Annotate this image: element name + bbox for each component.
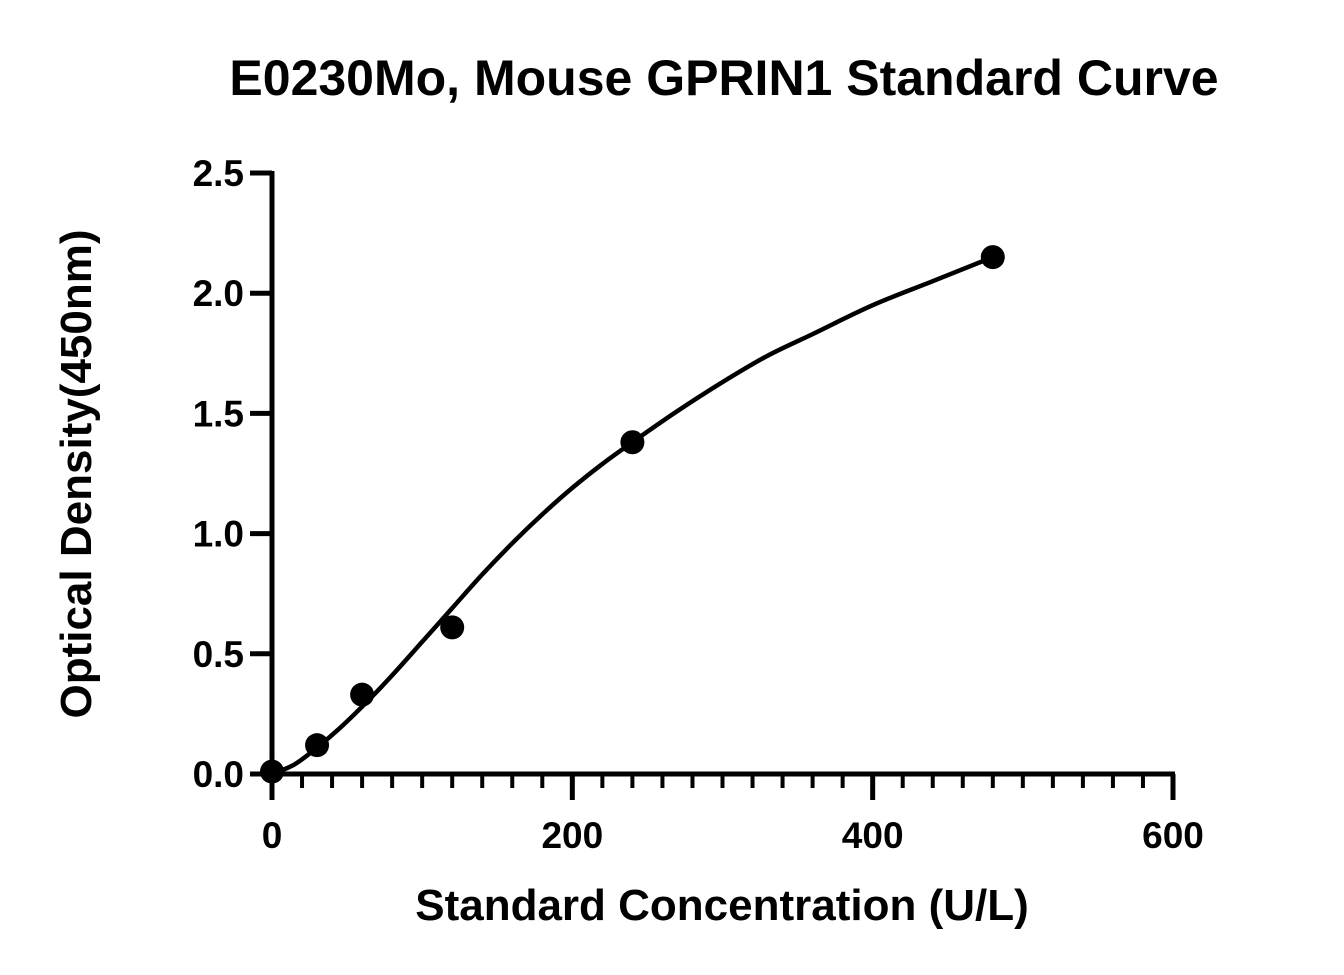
data-point bbox=[350, 682, 375, 707]
y-axis-label: Optical Density(450nm) bbox=[52, 229, 101, 718]
y-tick-label: 2.0 bbox=[193, 273, 244, 314]
x-tick-label: 200 bbox=[541, 815, 603, 856]
data-point bbox=[440, 615, 465, 640]
fit-curve bbox=[271, 255, 994, 777]
data-point bbox=[305, 733, 330, 758]
y-tick-label: 0.0 bbox=[193, 754, 244, 795]
data-point bbox=[980, 245, 1005, 270]
x-axis: 0 200 400 600 bbox=[262, 771, 1204, 856]
x-tick-label: 0 bbox=[262, 815, 283, 856]
chart-title: E0230Mo, Mouse GPRIN1 Standard Curve bbox=[229, 50, 1218, 106]
data-point bbox=[620, 430, 645, 455]
y-tick-label: 1.0 bbox=[193, 514, 244, 555]
y-tick-label: 1.5 bbox=[193, 393, 244, 434]
x-tick-label: 600 bbox=[1142, 815, 1204, 856]
x-tick-label: 400 bbox=[842, 815, 904, 856]
x-axis-label: Standard Concentration (U/L) bbox=[415, 881, 1029, 930]
y-tick-label: 0.5 bbox=[193, 634, 244, 675]
data-point bbox=[260, 759, 284, 784]
y-tick-label: 2.5 bbox=[193, 153, 244, 194]
y-axis: 0.0 0.5 1.0 1.5 2.0 2.5 bbox=[193, 153, 275, 795]
plot-area bbox=[260, 245, 1005, 784]
